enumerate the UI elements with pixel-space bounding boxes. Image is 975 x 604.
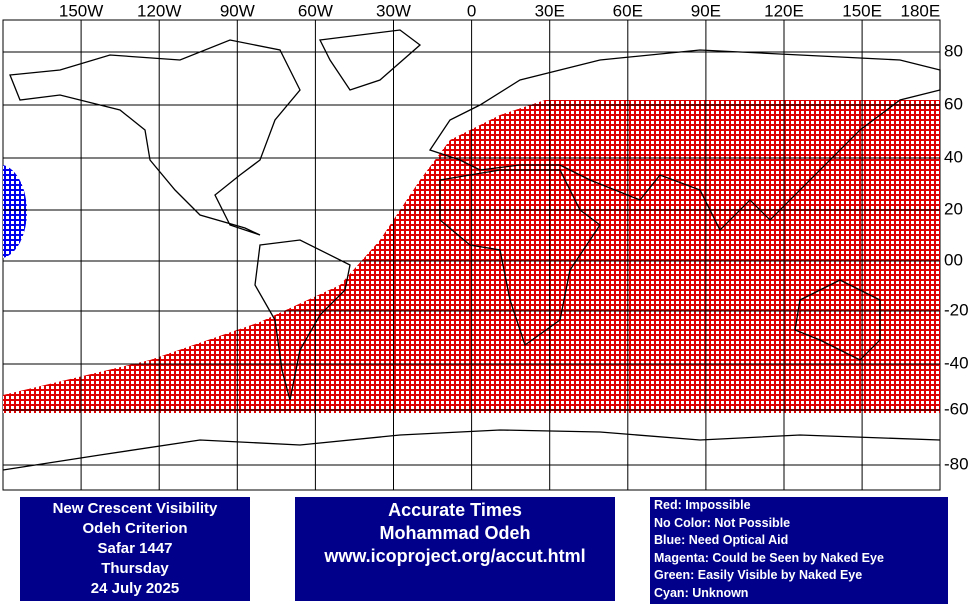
longitude-label: 150E: [842, 1, 882, 20]
graticule: [3, 20, 940, 490]
box-line: Green: Easily Visible by Naked Eye: [654, 568, 863, 583]
longitude-label: 30W: [376, 1, 411, 20]
box-line: No Color: Not Possible: [654, 515, 791, 530]
longitude-label: 150W: [59, 1, 103, 20]
latitude-label: 40: [944, 147, 963, 166]
longitude-label: 120E: [764, 1, 804, 20]
box-line: Red: Impossible: [654, 498, 751, 512]
longitude-label: 90W: [220, 1, 255, 20]
longitude-label: 60W: [298, 1, 333, 20]
longitude-label: 90E: [691, 1, 721, 20]
box-line: Safar 1447: [97, 540, 173, 557]
longitude-label: 0: [467, 1, 476, 20]
box-line: 24 July 2025: [90, 580, 180, 597]
box-line: Blue: Need Optical Aid: [654, 533, 789, 548]
optical-aid-region: [3, 165, 27, 258]
latitude-label: -40: [944, 353, 969, 372]
latitude-label: 00: [944, 250, 963, 269]
box-line: Thursday: [101, 560, 169, 577]
box-line: New Crescent Visibility: [52, 500, 218, 517]
latitude-label: -20: [944, 300, 969, 319]
legend-box: Red: Impossible No Color: Not Possible Blu…: [650, 497, 948, 604]
longitude-label: 60E: [613, 1, 643, 20]
latitude-label: -60: [944, 399, 969, 418]
latitude-label: -80: [944, 454, 969, 473]
latitude-label: 60: [944, 94, 963, 113]
credit-box: Accurate Times Mohammad Odeh www.icoprojec…: [295, 497, 615, 601]
box-line: Magenta: Could be Seen by Naked Eye: [654, 550, 884, 565]
longitude-label: 120W: [137, 1, 181, 20]
box-line: Mohammad Odeh: [379, 523, 531, 543]
longitude-label: 30E: [535, 1, 565, 20]
longitude-label: 180E: [900, 1, 940, 20]
box-line: Odeh Criterion: [82, 520, 188, 537]
box-line: Cyan: Unknown: [654, 585, 749, 600]
box-line: www.icoproject.org/accut.html: [324, 546, 586, 566]
info-box: New Crescent Visibility Odeh Criterion Saf…: [20, 497, 250, 601]
box-line: Accurate Times: [388, 500, 522, 520]
latitude-label: 80: [944, 41, 963, 60]
coastlines: [2, 29, 941, 471]
latitude-label: 20: [944, 199, 963, 218]
